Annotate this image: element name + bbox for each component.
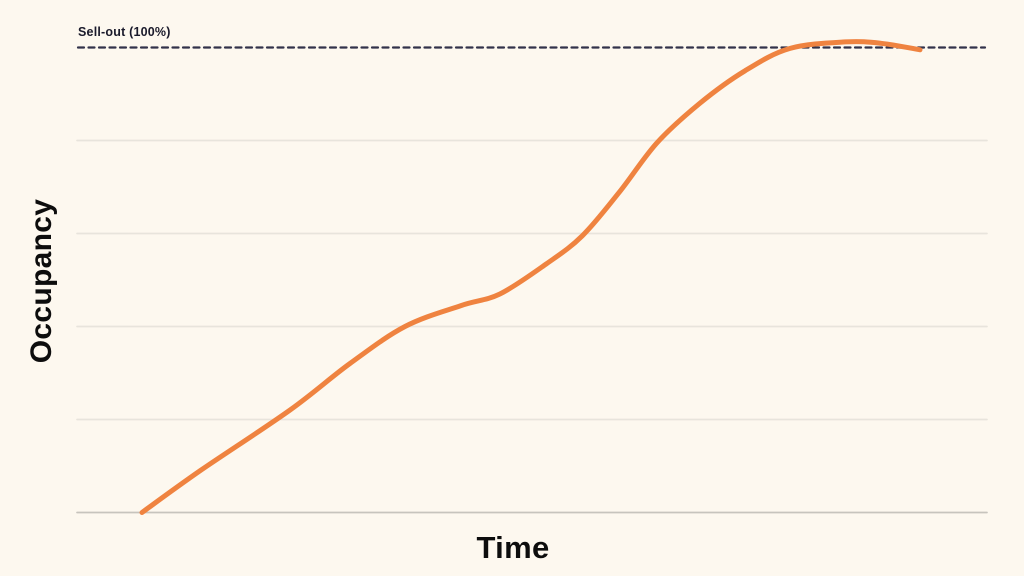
sellout-threshold-label: Sell-out (100%) <box>78 25 171 39</box>
x-axis-title: Time <box>476 530 550 565</box>
occupancy-curve <box>139 39 923 515</box>
y-axis-title: Occupancy <box>25 198 58 364</box>
